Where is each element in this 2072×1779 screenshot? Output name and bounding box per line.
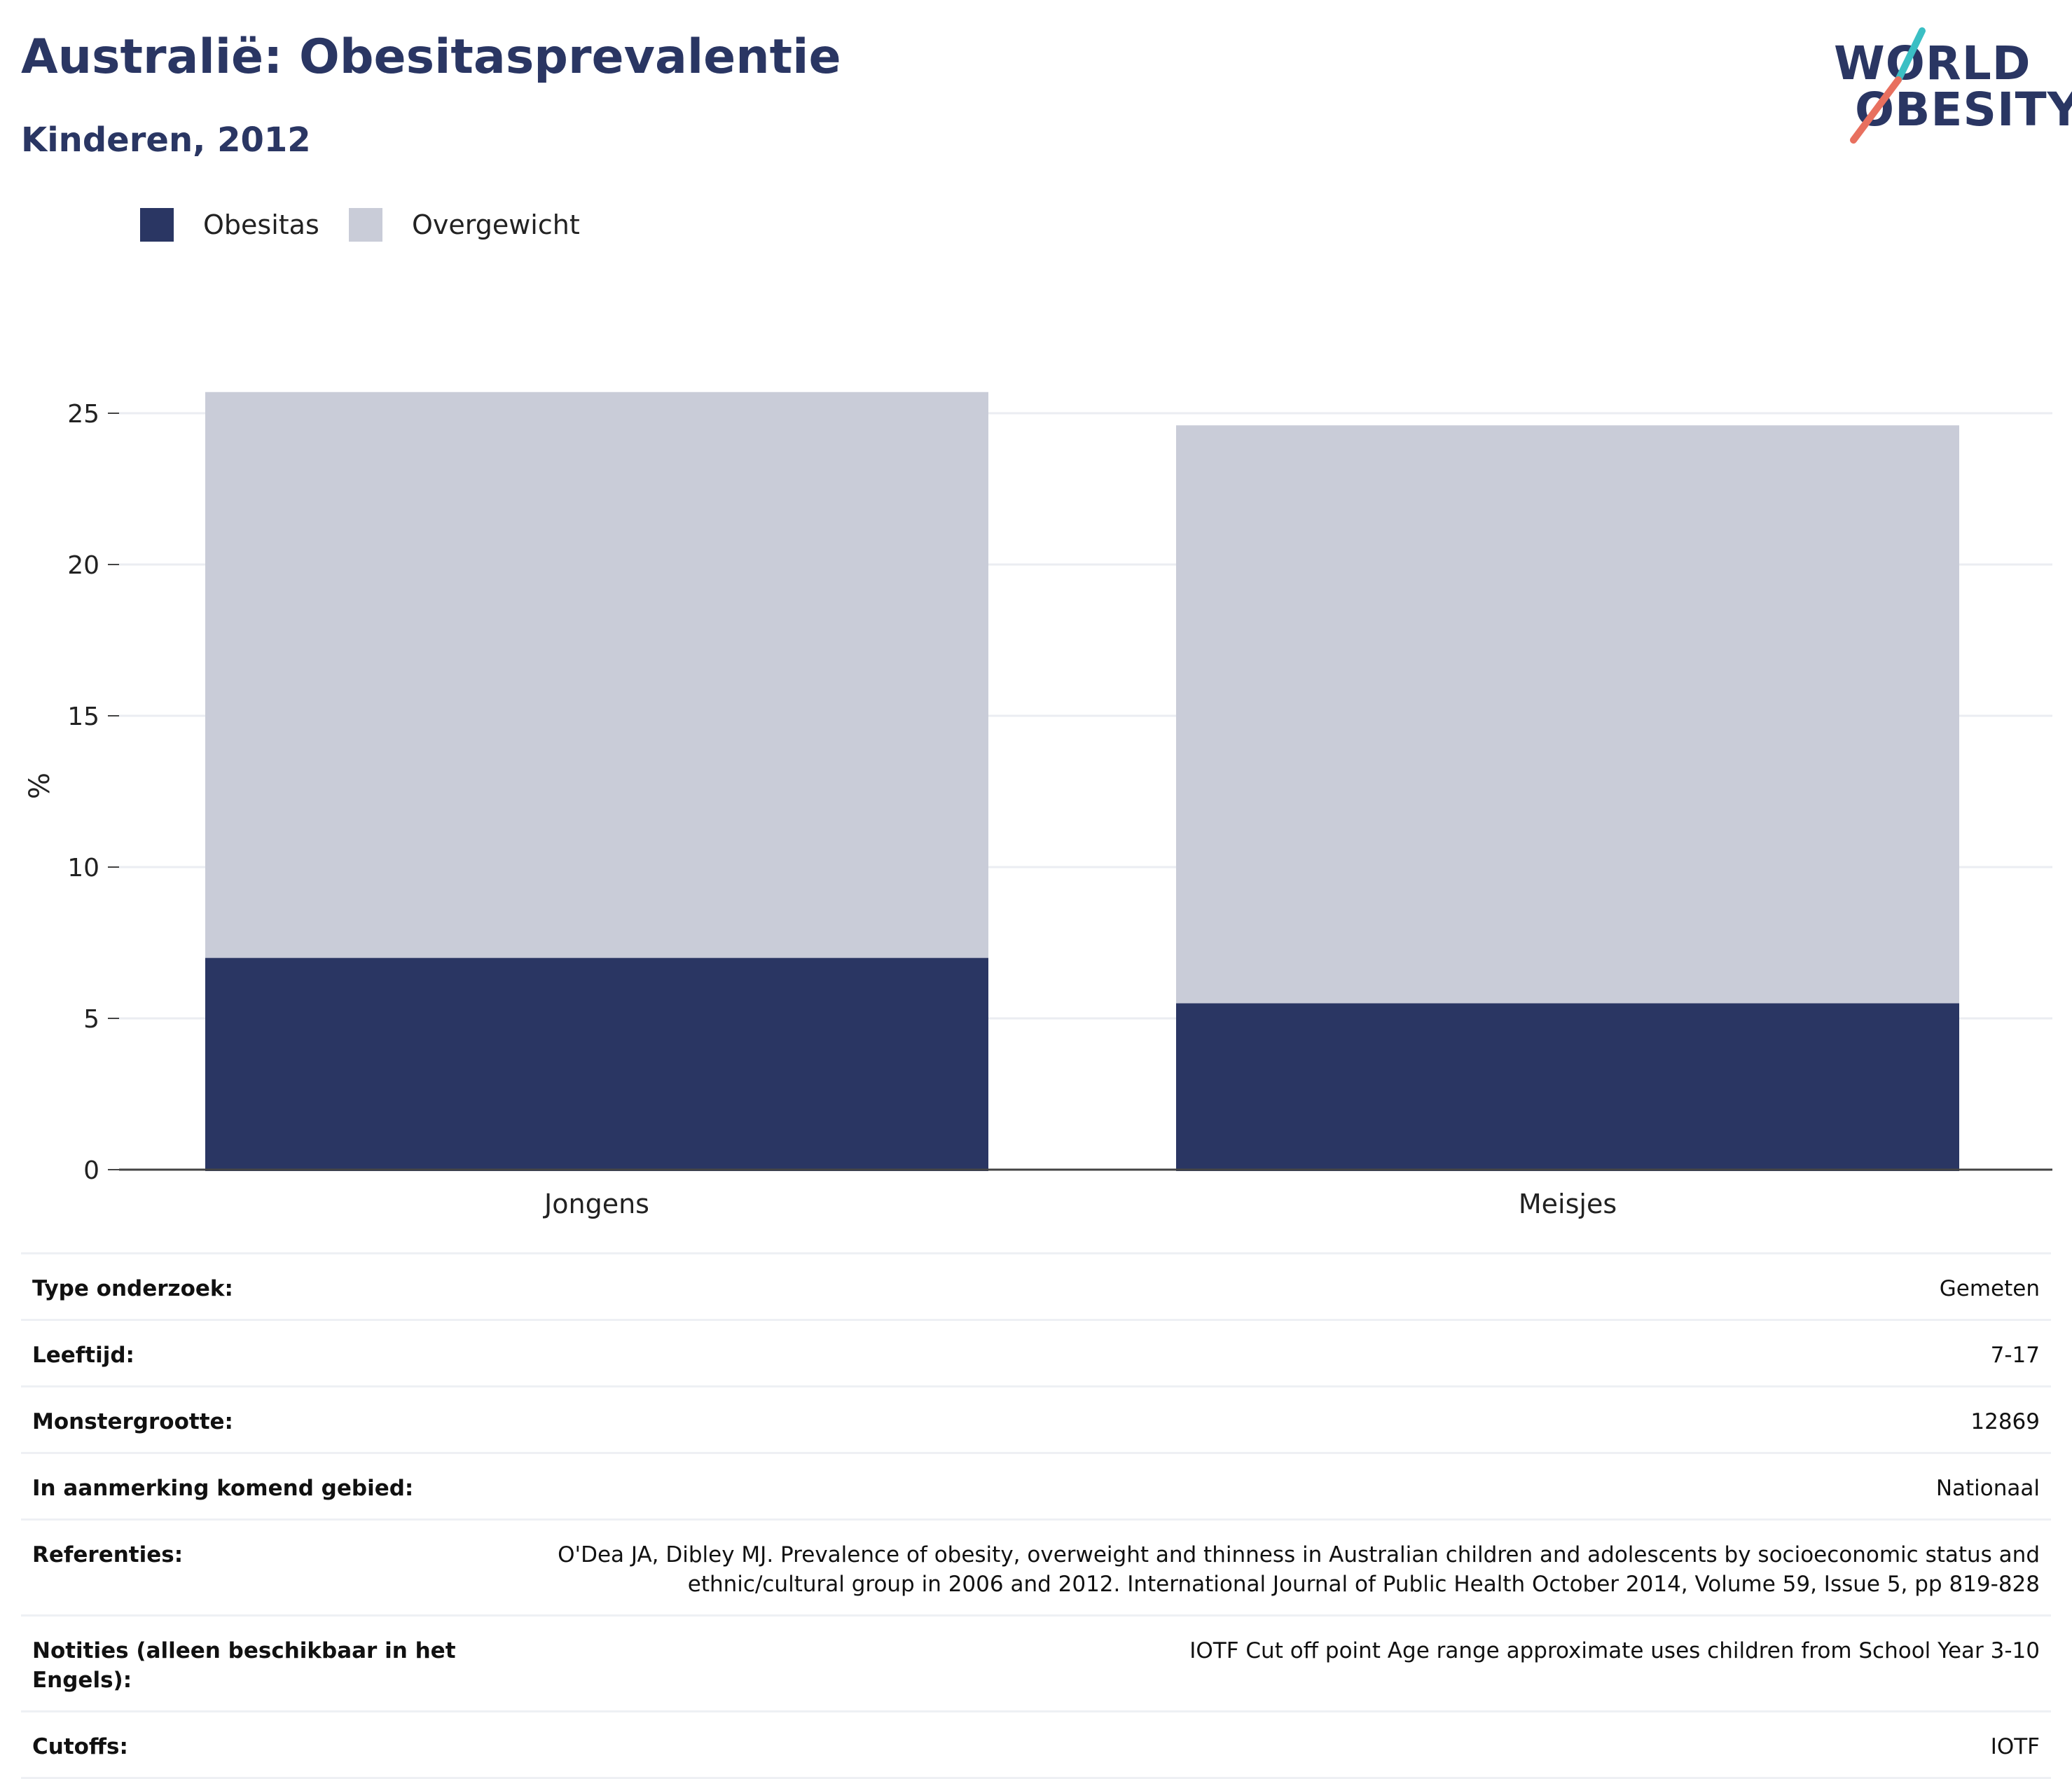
logo-slash-icon <box>1850 27 1926 144</box>
legend-swatch-overgewicht <box>349 208 382 242</box>
logo-text-line1: WORLD <box>1834 36 2031 90</box>
y-tick-label: 10 <box>67 854 99 882</box>
y-tick-label: 5 <box>83 1005 99 1034</box>
details-key: Type onderzoek: <box>32 1276 233 1301</box>
details-key: Cutoffs: <box>32 1734 128 1759</box>
details-row: Leeftijd: 7-17 <box>21 1319 2051 1385</box>
details-key: In aanmerking komend gebied: <box>32 1476 414 1501</box>
y-tick-label: 15 <box>67 702 99 731</box>
legend-label-obesitas: Obesitas <box>203 209 319 240</box>
details-key: Referenties: <box>32 1542 184 1567</box>
y-tick-label: 20 <box>67 551 99 580</box>
details-row: Notities (alleen beschikbaar in het Enge… <box>21 1614 2051 1710</box>
legend-item-overgewicht[interactable]: Overgewicht <box>349 207 580 242</box>
details-row: Cutoffs: IOTF <box>21 1710 2051 1779</box>
details-value: O'Dea JA, Dibley MJ. Prevalence of obesi… <box>558 1542 2040 1597</box>
y-tick-label: 25 <box>67 400 99 429</box>
details-value: 7-17 <box>1990 1343 2040 1368</box>
details-value: 12869 <box>1970 1409 2040 1434</box>
details-key: Notities (alleen beschikbaar in het Enge… <box>32 1638 456 1693</box>
y-axis-title: % <box>24 773 56 799</box>
world-obesity-logo: WORLD OBESITY <box>1830 21 2072 147</box>
legend-label-overgewicht: Overgewicht <box>412 209 580 240</box>
legend-item-obesitas[interactable]: Obesitas <box>140 207 319 242</box>
chart-title: Australië: Obesitasprevalentie <box>21 29 841 85</box>
bar-overgewicht-jongens <box>205 392 988 958</box>
bar-obesitas-jongens <box>205 957 988 1171</box>
legend-swatch-obesitas <box>140 208 174 242</box>
x-tick-label: Meisjes <box>1519 1189 1617 1219</box>
details-row: Referenties: O'Dea JA, Dibley MJ. Prevale… <box>21 1518 2051 1614</box>
stacked-bar-chart: 0 5 10 15 20 25% Jongens Meisjes <box>24 392 2052 1219</box>
details-row: Type onderzoek: Gemeten <box>21 1252 2051 1319</box>
details-value: Nationaal <box>1935 1476 2040 1501</box>
x-tick-label: Jongens <box>543 1189 649 1219</box>
details-key: Monstergrootte: <box>32 1409 233 1434</box>
bar-overgewicht-meisjes <box>1176 425 1959 1004</box>
details-row: In aanmerking komend gebied: Nationaal <box>21 1452 2051 1518</box>
details-row: Monstergrootte: 12869 <box>21 1385 2051 1452</box>
details-value: IOTF <box>1990 1734 2040 1759</box>
details-table: Type onderzoek: Gemeten Leeftijd: 7-17 Monst… <box>21 1252 2051 1779</box>
details-value: IOTF Cut off point Age range approximate… <box>1189 1638 2040 1663</box>
y-tick-label: 0 <box>83 1156 99 1185</box>
bar-obesitas-meisjes <box>1176 1003 1959 1171</box>
details-key: Leeftijd: <box>32 1343 134 1368</box>
chart-subtitle: Kinderen, 2012 <box>21 120 311 160</box>
details-value: Gemeten <box>1939 1276 2040 1301</box>
